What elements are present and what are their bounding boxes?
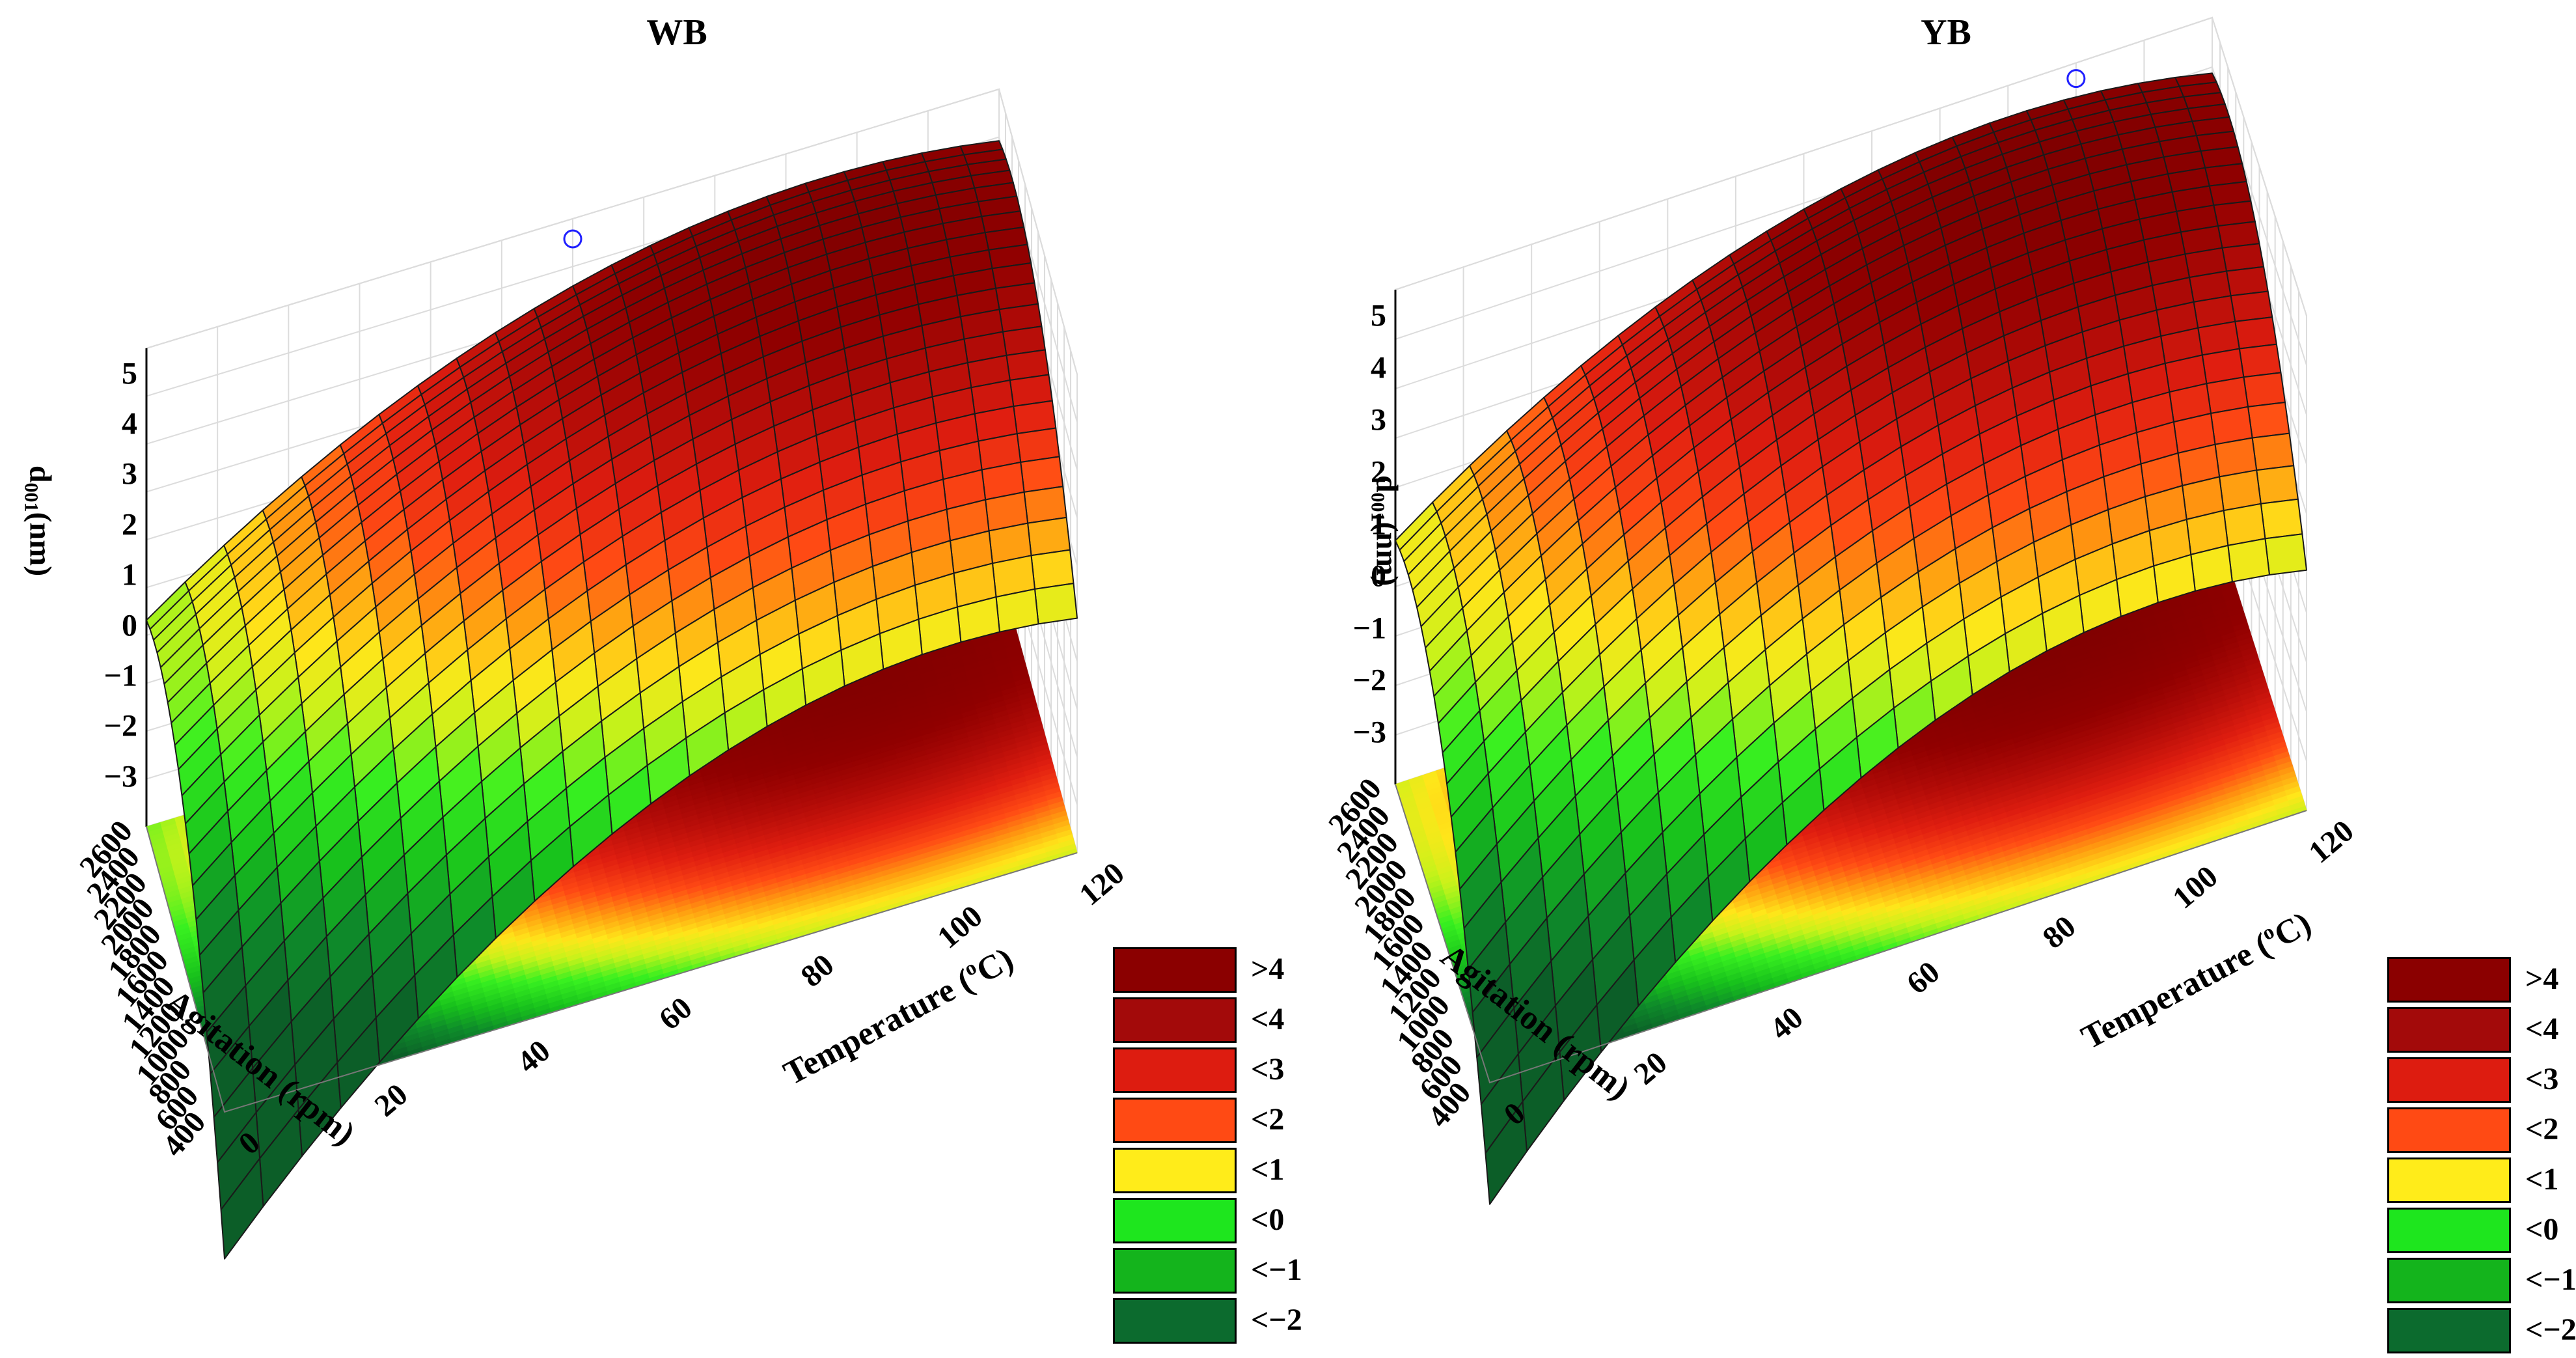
legend-swatch: [1113, 1148, 1237, 1193]
z-tick-label: 3: [122, 456, 137, 492]
surface-cell: [1028, 518, 1070, 555]
surface-plot-yb: [1288, 0, 2576, 1335]
chart-title: WB: [646, 12, 707, 53]
legend-swatch: [1113, 947, 1237, 993]
z-axis-label-main: d: [23, 465, 58, 483]
legend-label: <0: [1251, 1202, 1284, 1238]
surface-cell: [1024, 486, 1067, 523]
legend-swatch: [1113, 1047, 1237, 1093]
chart-panel-wb: WB d001(nm) Temperature (oC) Agitation (…: [0, 0, 1288, 1335]
z-tick-label: 5: [122, 355, 137, 391]
z-tick-label: −3: [104, 758, 137, 794]
z-tick-label: 0: [122, 607, 137, 643]
z-tick-label: 4: [122, 406, 137, 442]
surface-cell: [1035, 583, 1077, 624]
legend-label: <2: [1251, 1102, 1284, 1137]
z-axis-label: d001(nm): [20, 465, 59, 576]
legend-label: >4: [1251, 951, 1284, 987]
z-axis-label-sub: 001: [21, 483, 42, 512]
legend-label: <3: [1251, 1051, 1284, 1087]
legend-swatch: [1113, 1298, 1237, 1344]
legend-swatch: [1113, 997, 1237, 1043]
z-tick-label: −1: [104, 658, 137, 693]
legend-label: <1: [1251, 1152, 1284, 1187]
legend-swatch: [1113, 1198, 1237, 1243]
z-axis-label-unit: (nm): [23, 512, 58, 577]
legend-swatch: [1113, 1098, 1237, 1143]
z-tick-label: 1: [122, 557, 137, 593]
legend-label: <4: [1251, 1001, 1284, 1037]
surface-cell: [996, 589, 1039, 632]
z-tick-label: 2: [122, 506, 137, 542]
z-tick-label: −2: [104, 708, 137, 744]
chart-panel-yb: YB d001(nm) Temperature (oC) Agitation (…: [1288, 0, 2576, 1335]
legend-swatch: [1113, 1248, 1237, 1294]
surface-cell: [1032, 550, 1074, 589]
